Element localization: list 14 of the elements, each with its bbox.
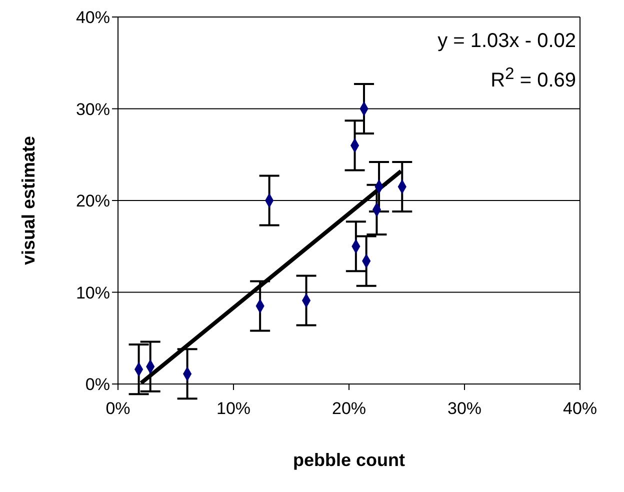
x-tick-label: 20% bbox=[332, 399, 366, 418]
y-tick-label: 0% bbox=[85, 375, 110, 394]
y-tick-label: 20% bbox=[76, 192, 110, 211]
annotation: R$^{2}$ = 0.69 bbox=[490, 64, 576, 93]
y-tick-label: 40% bbox=[76, 8, 110, 28]
x-tick-label: 40% bbox=[562, 399, 598, 418]
x-tick-label: 0% bbox=[106, 399, 130, 418]
x-tick-label: 10% bbox=[216, 399, 251, 418]
x-axis-title: pebble count bbox=[293, 450, 406, 470]
annotation: y = 1.03x - 0.02 bbox=[438, 30, 576, 53]
y-axis-title: visual estimate bbox=[18, 136, 38, 266]
y-tick-label: 30% bbox=[76, 100, 110, 119]
x-tick-label: 30% bbox=[447, 399, 482, 418]
y-tick-label: 10% bbox=[76, 283, 110, 302]
